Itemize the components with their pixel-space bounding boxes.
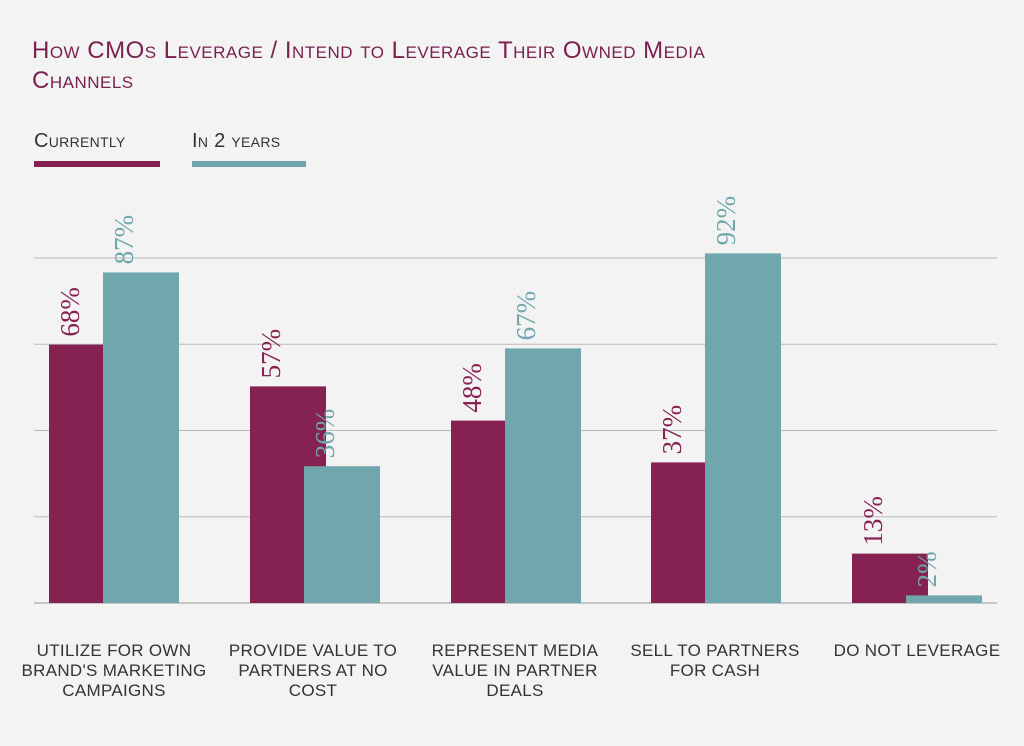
category-label-5: Do not leverage	[833, 641, 1001, 660]
bar-in-2-years-5	[906, 595, 982, 603]
chart-title: How CMOs Leverage / Intend to Leverage T…	[32, 37, 706, 94]
value-label-in-2-years-3: 67%	[511, 291, 541, 341]
bar-chart: 68% 57% 48% 37% 13% 87% 36% 67% 92% 2%	[34, 196, 997, 604]
bar-in-2-years-4	[705, 253, 781, 603]
value-label-currently-4: 37%	[657, 405, 687, 455]
legend-label-currently: Currently	[34, 130, 126, 152]
value-label-currently-2: 57%	[256, 329, 286, 379]
bar-in-2-years-1	[103, 272, 179, 603]
legend-swatch-currently	[34, 161, 160, 167]
category-label-1: Utilize for own brand's marketing campai…	[21, 641, 207, 700]
value-label-currently-3: 48%	[457, 363, 487, 413]
legend-swatch-in-2-years	[192, 161, 306, 167]
bar-in-2-years-3	[505, 348, 581, 603]
category-label-4: Sell to partners for cash	[630, 641, 800, 680]
category-label-2: Provide value to partners at no cost	[228, 641, 398, 700]
value-label-currently-1: 68%	[55, 287, 85, 337]
category-label-3: Represent media value in partner deals	[431, 641, 599, 700]
legend-label-in-2-years: In 2 years	[192, 130, 281, 152]
value-label-in-2-years-5: 2%	[912, 551, 942, 587]
legend-item-currently: Currently	[34, 130, 160, 167]
bar-in-2-years-2	[304, 466, 380, 603]
value-label-in-2-years-4: 92%	[711, 196, 741, 246]
value-label-in-2-years-2: 36%	[310, 409, 340, 459]
bar-currently-5	[852, 553, 928, 603]
value-label-in-2-years-1: 87%	[109, 215, 139, 265]
value-label-currently-5: 13%	[858, 496, 888, 545]
legend-item-in-2-years: In 2 years	[192, 130, 306, 167]
